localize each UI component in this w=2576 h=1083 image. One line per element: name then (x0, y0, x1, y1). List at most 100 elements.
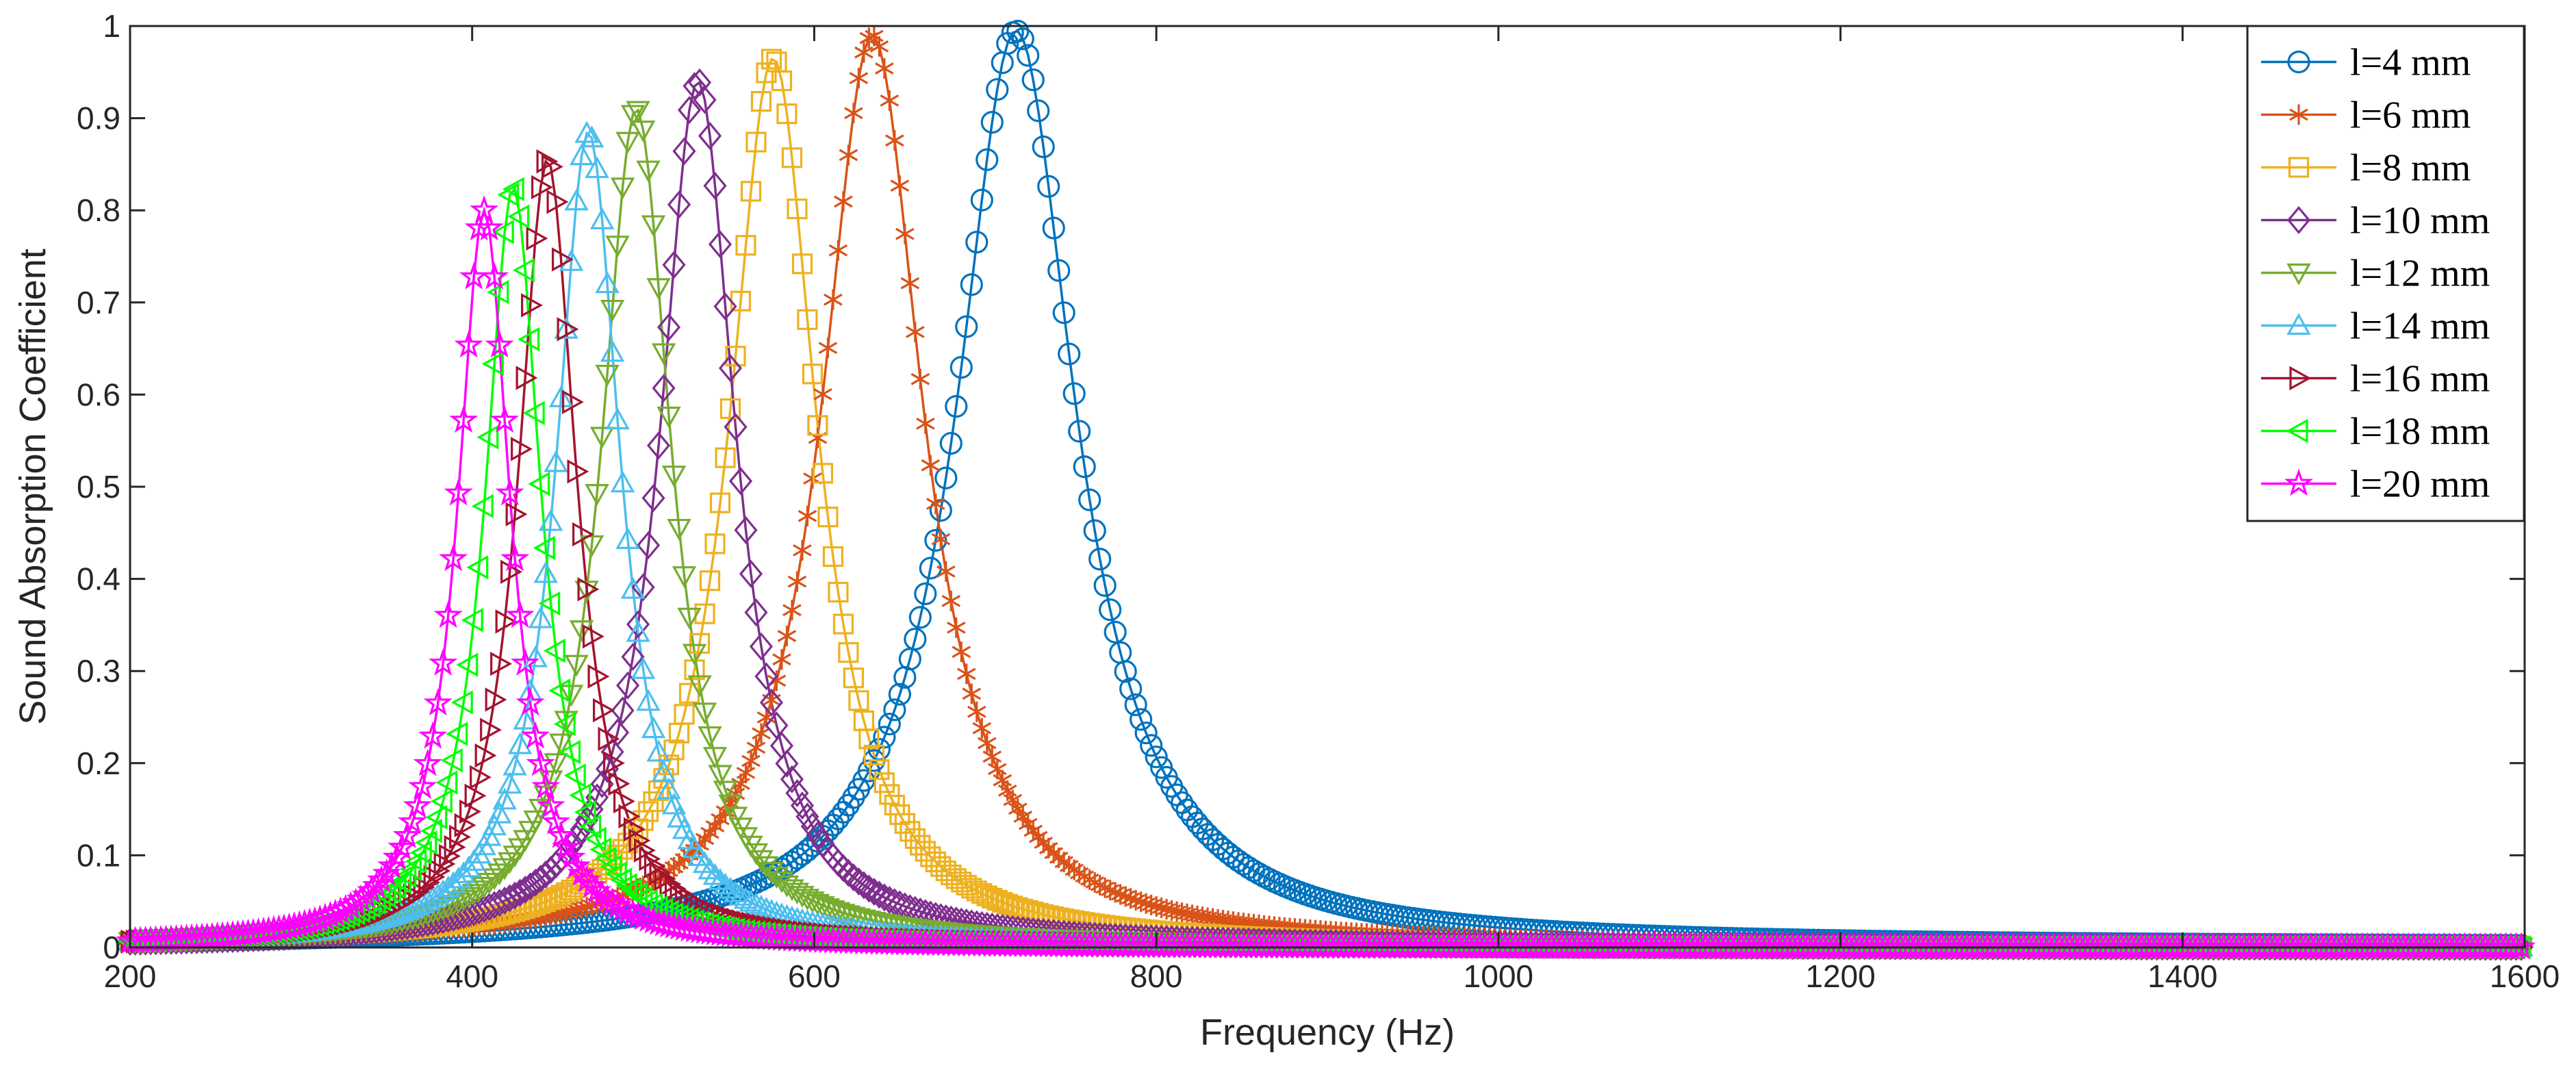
series-point (461, 608, 483, 633)
series-point (403, 791, 432, 819)
series-point (493, 887, 517, 915)
series-point (646, 739, 671, 762)
series-point (787, 199, 808, 220)
series-point (505, 502, 528, 526)
series-point (420, 886, 445, 908)
series-point (522, 400, 545, 426)
series-point (1099, 598, 1122, 622)
series-point (512, 258, 535, 283)
series-point (474, 743, 497, 768)
series-point (476, 824, 502, 846)
series-point (813, 383, 832, 405)
series-point (674, 704, 695, 725)
series-point (728, 467, 753, 496)
series-point (587, 664, 610, 689)
series-point (733, 887, 758, 909)
series-point (771, 70, 793, 92)
series-point (724, 413, 748, 442)
series-point (837, 858, 860, 887)
series-point (934, 466, 958, 489)
series-point (1058, 342, 1081, 366)
series-point (821, 900, 845, 923)
series-point (446, 866, 471, 889)
legend-marker (2284, 468, 2314, 496)
series-point (626, 101, 650, 123)
series-point (610, 470, 635, 493)
series-point (791, 253, 813, 275)
legend-item: l=12 mm (2261, 253, 2490, 295)
series-point (790, 791, 815, 820)
series-point (470, 765, 492, 790)
legend-label: l=12 mm (2350, 253, 2490, 295)
series-point (805, 893, 830, 916)
series-point (528, 606, 553, 628)
series-point (604, 861, 627, 886)
series-point (459, 799, 482, 824)
series-point (564, 188, 589, 211)
series-point (408, 772, 437, 800)
series-point (661, 792, 687, 815)
series-point (472, 876, 496, 899)
series-point (743, 892, 769, 915)
series-point (725, 346, 746, 367)
y-tick-label: 1 (103, 8, 120, 44)
series-point (552, 832, 581, 861)
series-point (569, 143, 594, 166)
series-point (849, 68, 869, 89)
series-point (485, 687, 507, 712)
series-point (702, 863, 728, 885)
series-point (379, 879, 401, 904)
series-point (817, 507, 839, 528)
series-point (806, 821, 830, 850)
series-point (361, 871, 391, 899)
series-point (577, 577, 600, 602)
series-point (793, 539, 812, 561)
series-point (947, 617, 966, 638)
series-point (585, 484, 609, 506)
series-point (704, 533, 726, 555)
series-point (449, 405, 479, 433)
x-tick-label: 1400 (2147, 958, 2217, 994)
series-point (544, 450, 568, 472)
series-point (548, 733, 574, 756)
series-point (1088, 548, 1112, 571)
series-point (534, 860, 558, 889)
series-point (583, 624, 604, 649)
series-point (446, 892, 471, 915)
legend-item: l=6 mm (2261, 94, 2471, 137)
series-point (972, 717, 992, 739)
series-point (598, 726, 620, 752)
series-point (699, 570, 721, 591)
series-point (908, 606, 932, 629)
series-point (713, 780, 738, 803)
series-point (921, 455, 941, 476)
y-tick-label: 0.2 (77, 746, 120, 781)
series-point (687, 675, 712, 698)
series-point (1037, 175, 1060, 198)
legend-marker (2287, 50, 2310, 74)
series-point (528, 472, 550, 496)
series-point (646, 278, 671, 301)
series-point (980, 111, 1004, 134)
series-point (531, 175, 553, 200)
y-tick-label: 0.6 (77, 377, 120, 412)
series-point (533, 561, 558, 583)
series-point (904, 627, 927, 651)
series-point (869, 759, 890, 780)
series-point (541, 806, 571, 834)
series-point (602, 751, 625, 776)
series-point (1104, 620, 1127, 644)
series-point (888, 683, 911, 706)
series-point (553, 711, 576, 737)
series-point (595, 364, 620, 387)
y-tick-label: 0.3 (77, 653, 120, 689)
series-point (523, 645, 548, 667)
y-tick-label: 0.9 (77, 101, 120, 136)
series-point (713, 292, 737, 321)
series-point (485, 330, 514, 358)
series-point (425, 805, 448, 830)
series-point (450, 690, 473, 715)
series-point (774, 875, 800, 897)
plot-markers (115, 19, 2536, 961)
series-point (474, 213, 504, 241)
